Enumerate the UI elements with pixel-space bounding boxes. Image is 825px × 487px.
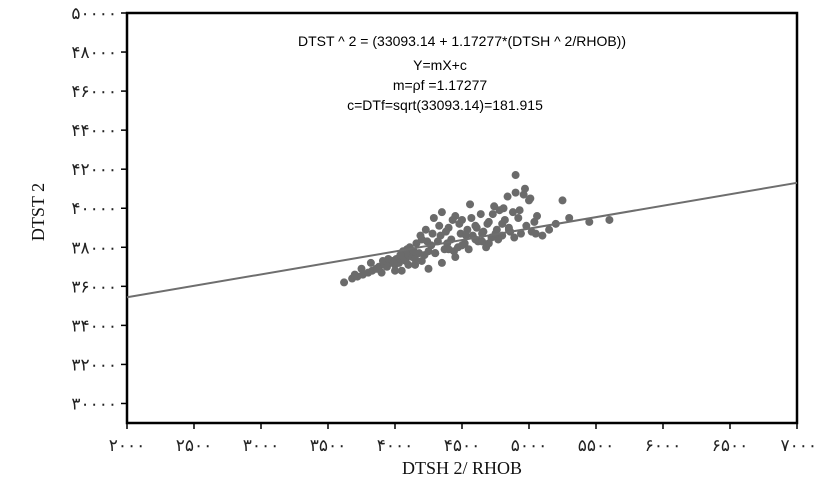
data-point bbox=[448, 215, 457, 224]
y-tick-label: ۴۰۰۰۰ bbox=[71, 199, 117, 219]
data-point bbox=[441, 227, 450, 236]
y-tick-label: ۴۴۰۰۰ bbox=[71, 121, 117, 141]
data-point bbox=[389, 258, 398, 267]
x-tick-label: ۳۵۰۰ bbox=[310, 436, 347, 456]
data-point bbox=[423, 237, 432, 246]
y-tick-label: ۵۰۰۰۰ bbox=[71, 4, 117, 24]
data-point bbox=[483, 219, 492, 228]
data-point bbox=[428, 229, 437, 238]
data-point bbox=[472, 223, 481, 232]
data-point bbox=[538, 231, 547, 240]
y-tick-label: ۳۰۰۰۰ bbox=[71, 394, 117, 414]
data-point bbox=[357, 264, 366, 273]
data-point bbox=[464, 245, 473, 254]
data-point bbox=[444, 245, 453, 254]
annotation-slope: m=ρf =1.17277 bbox=[393, 77, 488, 93]
data-point bbox=[366, 258, 375, 267]
data-point bbox=[466, 200, 475, 209]
data-point bbox=[373, 264, 382, 273]
y-tick-label: ۴۸۰۰۰ bbox=[71, 43, 117, 63]
data-point bbox=[421, 225, 430, 234]
y-tick-label: ۳۴۰۰۰ bbox=[71, 316, 117, 336]
x-tick-label: ۷۰۰۰ bbox=[780, 436, 817, 456]
data-point bbox=[488, 210, 497, 219]
x-tick-label: ۶۵۰۰ bbox=[712, 436, 749, 456]
y-tick-label: ۴۲۰۰۰ bbox=[71, 160, 117, 180]
x-tick-label: ۲۵۰۰ bbox=[176, 436, 213, 456]
data-point bbox=[516, 229, 525, 238]
data-point bbox=[533, 212, 542, 221]
x-tick-label: ۵۰۰۰ bbox=[511, 436, 548, 456]
x-axis-title: DTSH 2/ RHOB bbox=[402, 458, 522, 478]
x-tick-label: ۶۰۰۰ bbox=[645, 436, 682, 456]
x-tick-label: ۲۰۰۰ bbox=[109, 436, 146, 456]
data-point bbox=[558, 196, 567, 205]
x-tick-label: ۳۰۰۰ bbox=[243, 436, 280, 456]
data-point bbox=[585, 217, 594, 226]
data-point bbox=[417, 256, 426, 265]
data-point bbox=[478, 237, 487, 246]
y-axis-title: DTST 2 bbox=[28, 183, 48, 241]
x-tick-label: ۴۰۰۰ bbox=[377, 436, 414, 456]
data-point bbox=[508, 208, 517, 217]
data-point bbox=[455, 219, 464, 228]
data-point bbox=[404, 260, 413, 269]
x-tick-label: ۴۵۰۰ bbox=[444, 436, 481, 456]
data-point bbox=[458, 241, 466, 250]
data-point bbox=[437, 258, 446, 267]
data-point bbox=[511, 188, 520, 197]
data-point bbox=[511, 171, 520, 180]
data-point bbox=[484, 239, 493, 248]
data-point bbox=[340, 278, 349, 287]
data-point bbox=[411, 260, 420, 269]
annotation-equation: DTST ^ 2 = (33093.14 + 1.17277*(DTSH ^ 2… bbox=[298, 33, 626, 49]
data-point bbox=[514, 214, 523, 222]
data-point bbox=[526, 194, 535, 203]
data-point bbox=[520, 184, 529, 193]
y-tick-label: ۳۲۰۰۰ bbox=[71, 355, 117, 375]
y-tick-label: ۴۶۰۰۰ bbox=[71, 82, 117, 102]
data-point bbox=[510, 233, 519, 242]
data-point bbox=[424, 264, 433, 273]
data-point bbox=[467, 214, 476, 222]
data-point bbox=[605, 215, 614, 224]
data-point bbox=[397, 266, 406, 275]
x-axis-ticks: ۲۰۰۰ ۲۵۰۰ ۳۰۰۰ ۳۵۰۰ ۴۰۰۰ ۴۵۰۰ ۵۰۰۰ ۵۵۰۰ ۶۰۰۰ ۶۵۰۰… bbox=[109, 423, 817, 456]
annotation-linear-form: Y=mX+c bbox=[413, 57, 467, 73]
data-point bbox=[416, 231, 425, 240]
data-point bbox=[462, 231, 471, 240]
annotation-intercept: c=DTf=sqrt(33093.14)=181.915 bbox=[347, 97, 543, 113]
data-point bbox=[476, 210, 485, 219]
data-point bbox=[435, 221, 444, 230]
data-point bbox=[431, 249, 440, 258]
data-point bbox=[391, 266, 399, 275]
data-point bbox=[451, 253, 460, 262]
data-point bbox=[515, 206, 524, 215]
y-tick-label: ۳۶۰۰۰ bbox=[71, 277, 117, 297]
trend-line bbox=[126, 181, 798, 299]
data-point bbox=[429, 214, 438, 222]
y-axis-ticks: ۳۰۰۰۰ ۳۲۰۰۰ ۳۴۰۰۰ ۳۶۰۰۰ ۳۸۰۰۰ ۴۰۰۰۰ ۴۲۰۰۰ ۴۴۰۰۰… bbox=[71, 4, 127, 414]
data-point bbox=[499, 204, 508, 213]
data-point bbox=[437, 208, 446, 217]
data-point bbox=[350, 270, 359, 279]
data-point bbox=[498, 219, 507, 228]
y-tick-label: ۳۸۰۰۰ bbox=[71, 238, 117, 258]
data-point bbox=[396, 251, 405, 260]
data-point bbox=[545, 225, 554, 234]
data-point bbox=[503, 192, 512, 201]
data-point bbox=[411, 255, 420, 263]
data-point bbox=[531, 229, 540, 238]
x-tick-label: ۵۵۰۰ bbox=[578, 436, 615, 456]
data-point bbox=[565, 214, 574, 222]
